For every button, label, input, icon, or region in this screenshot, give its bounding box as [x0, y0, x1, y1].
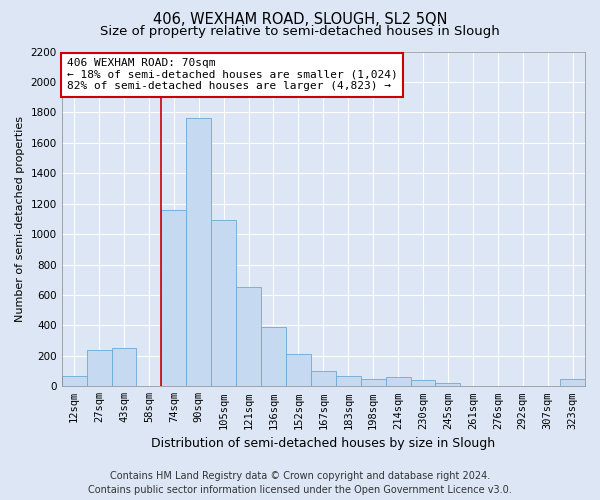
Text: Contains HM Land Registry data © Crown copyright and database right 2024.
Contai: Contains HM Land Registry data © Crown c…: [88, 471, 512, 495]
Bar: [410, 380, 436, 386]
Text: 406 WEXHAM ROAD: 70sqm
← 18% of semi-detached houses are smaller (1,024)
82% of : 406 WEXHAM ROAD: 70sqm ← 18% of semi-det…: [67, 58, 398, 92]
Bar: [62, 376, 86, 386]
Bar: [336, 376, 361, 386]
Bar: [211, 220, 236, 386]
Bar: [236, 288, 261, 386]
Bar: [261, 327, 286, 386]
Bar: [286, 354, 311, 386]
Text: Size of property relative to semi-detached houses in Slough: Size of property relative to semi-detach…: [100, 25, 500, 38]
X-axis label: Distribution of semi-detached houses by size in Slough: Distribution of semi-detached houses by …: [151, 437, 496, 450]
Bar: [311, 371, 336, 386]
Bar: [560, 378, 585, 386]
Text: 406, WEXHAM ROAD, SLOUGH, SL2 5QN: 406, WEXHAM ROAD, SLOUGH, SL2 5QN: [153, 12, 447, 28]
Bar: [436, 384, 460, 386]
Bar: [186, 118, 211, 386]
Y-axis label: Number of semi-detached properties: Number of semi-detached properties: [15, 116, 25, 322]
Bar: [361, 378, 386, 386]
Bar: [161, 210, 186, 386]
Bar: [112, 348, 136, 387]
Bar: [86, 350, 112, 387]
Bar: [386, 377, 410, 386]
